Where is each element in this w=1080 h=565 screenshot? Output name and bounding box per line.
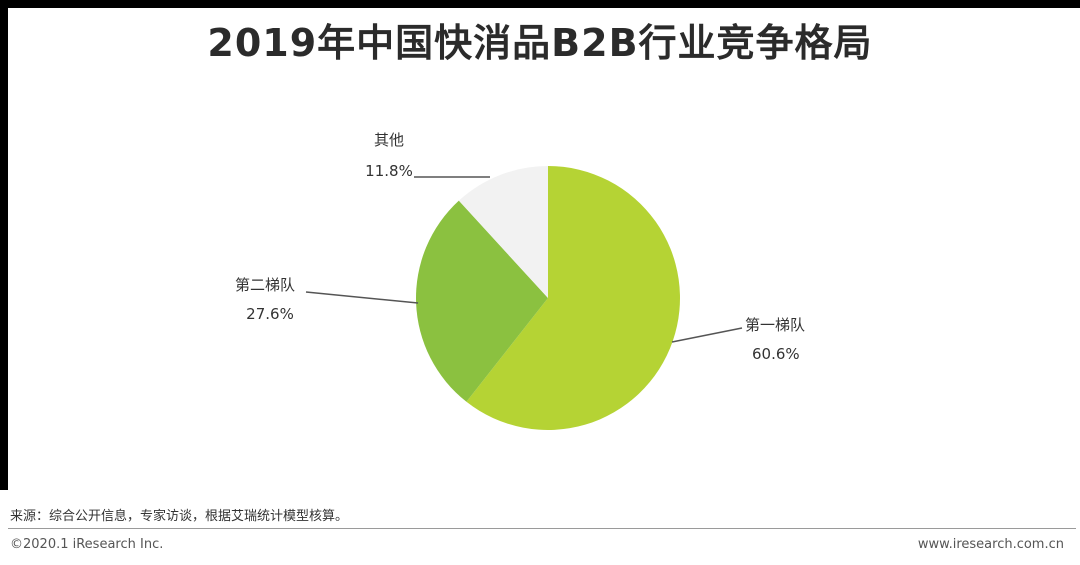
pie-slice xyxy=(466,166,680,431)
pie-slice xyxy=(416,200,548,402)
website-link: www.iresearch.com.cn xyxy=(917,537,1064,552)
slice-name-label: 第一梯队 xyxy=(745,316,805,334)
copyright-text: ©2020.1 iResearch Inc. xyxy=(10,537,164,552)
pie-slice xyxy=(458,166,548,298)
top-border xyxy=(0,0,1080,8)
source-note: 来源：综合公开信息，专家访谈，根据艾瑞统计模型核算。 xyxy=(10,509,349,524)
slice-name-label: 第二梯队 xyxy=(235,276,295,294)
slice-value-label: 11.8% xyxy=(365,162,413,180)
leader-line xyxy=(305,291,419,304)
leader-line xyxy=(671,327,743,343)
footer-divider xyxy=(8,528,1076,529)
left-border xyxy=(0,0,8,490)
slice-value-label: 27.6% xyxy=(246,305,294,323)
pie-chart: 第一梯队 60.6% 第二梯队 27.6% 其他 11.8% xyxy=(235,131,805,431)
slice-value-label: 60.6% xyxy=(752,345,800,363)
slice-name-label: 其他 xyxy=(374,131,404,149)
chart-title: 2019年中国快消品B2B行业竞争格局 xyxy=(207,21,873,65)
